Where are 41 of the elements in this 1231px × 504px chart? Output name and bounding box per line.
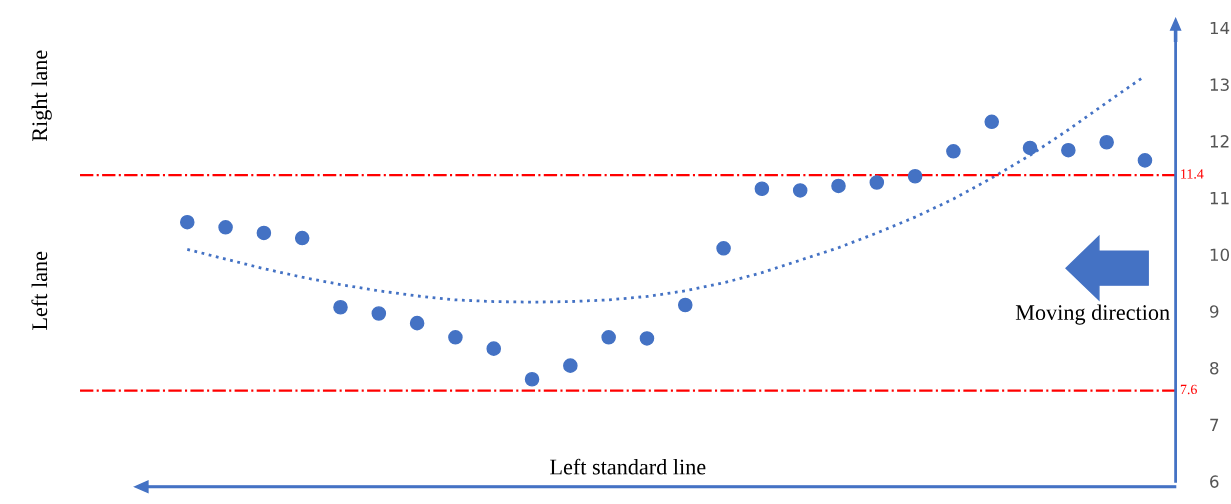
y-tick-label: 6	[1210, 475, 1219, 488]
point	[677, 297, 693, 313]
point	[1022, 140, 1038, 156]
annotation: Moving direction	[1015, 304, 1170, 325]
point	[716, 241, 731, 256]
point	[256, 225, 272, 241]
text: Right lane	[31, 50, 52, 142]
point	[1061, 142, 1076, 158]
text: Left lane	[31, 251, 48, 330]
point	[869, 175, 885, 190]
point	[524, 371, 540, 387]
y-tick-label: 7	[1210, 418, 1219, 431]
point	[448, 330, 463, 345]
point	[754, 181, 770, 197]
point	[486, 341, 502, 356]
point	[371, 306, 387, 321]
point	[831, 178, 846, 194]
y-tick-label: 10	[1210, 248, 1230, 262]
y-tick-label: 8	[1210, 361, 1219, 375]
y-tick-label: 14	[1210, 21, 1230, 35]
y-tick-label: 9	[1209, 305, 1219, 318]
point	[333, 299, 348, 315]
y-tick-label: 11	[1210, 192, 1229, 205]
point	[907, 168, 923, 184]
y-tick-label: 12	[1210, 135, 1229, 148]
point	[563, 358, 578, 373]
point	[639, 331, 655, 346]
y-tick-label: 13	[1210, 78, 1229, 91]
point	[601, 330, 616, 345]
ref-line-label: 7.6	[1180, 384, 1197, 395]
point	[1137, 153, 1153, 168]
point	[294, 230, 310, 246]
point	[409, 315, 425, 331]
point	[179, 214, 195, 230]
point	[792, 183, 808, 198]
annotation: Left standard line	[550, 458, 706, 475]
ref-line-label: 11.4	[1181, 169, 1204, 179]
point	[218, 220, 233, 235]
point	[984, 114, 1000, 130]
point	[1099, 134, 1114, 150]
point	[946, 144, 961, 159]
